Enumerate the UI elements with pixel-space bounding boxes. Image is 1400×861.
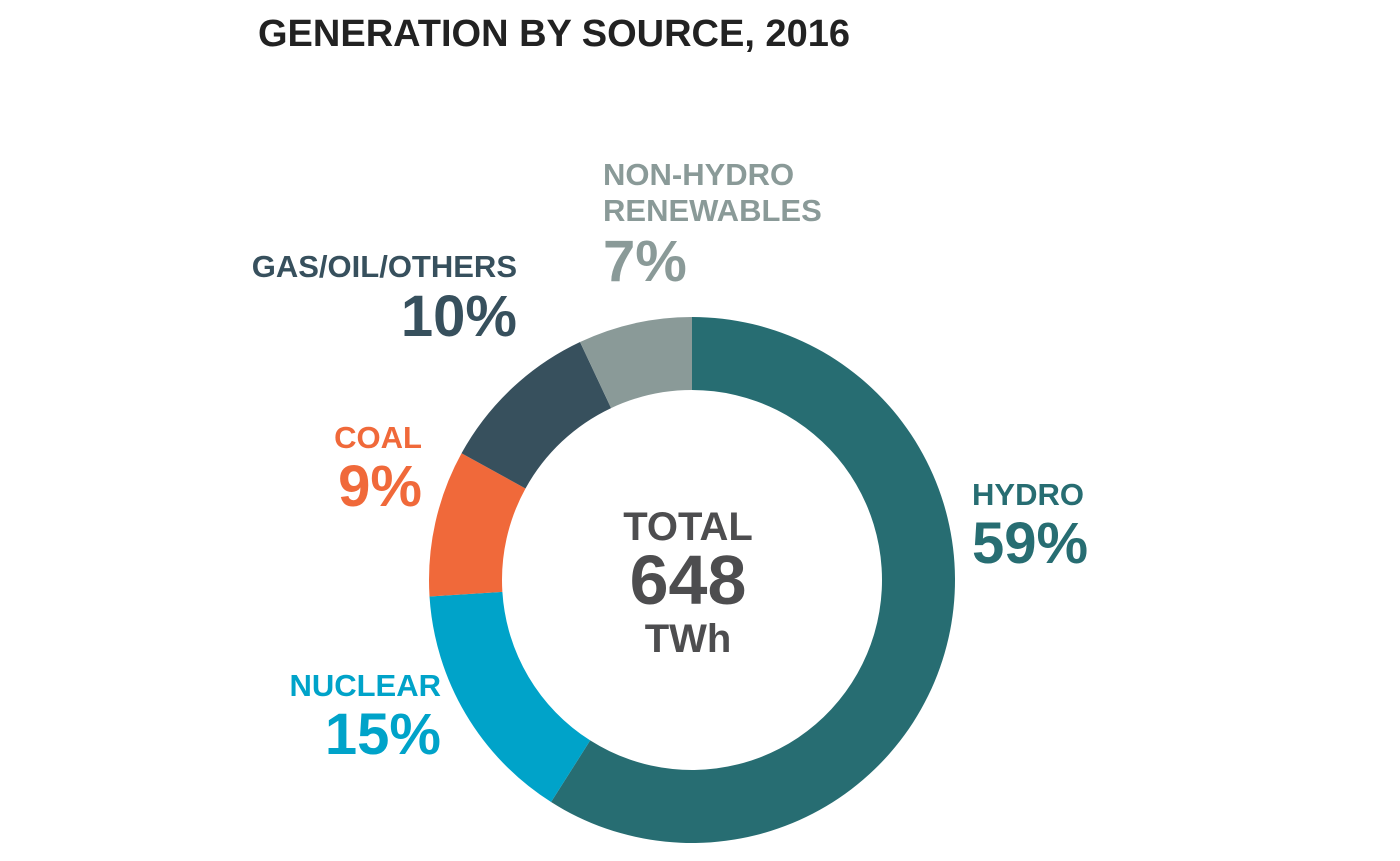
donut-slice-coal [429,453,526,597]
donut-slice-hydro [551,317,956,843]
slice-percent-label: 9% [338,454,422,519]
slice-name-label: RENEWABLES [603,193,822,228]
center-total-value: 648 [630,541,747,619]
slice-name-label: GAS/OIL/OTHERS [252,249,517,284]
donut-slice-non-hydro-renewables [580,317,692,409]
chart-title: GENERATION BY SOURCE, 2016 [258,13,850,55]
slice-name-label: NUCLEAR [289,668,441,703]
center-total-unit: TWh [645,617,732,661]
slice-name-label: HYDRO [972,477,1084,512]
slice-name-label: NON-HYDRO [603,157,794,192]
donut-slice-nuclear [429,591,591,803]
donut-slices [429,317,956,843]
slice-percent-label: 10% [401,284,517,349]
slice-percent-label: 15% [325,702,441,767]
slice-percent-label: 59% [972,511,1088,576]
slice-name-label: COAL [334,420,422,455]
donut-slice-gas-oil-others [461,342,612,489]
center-label: TOTAL 648 TWh [623,505,753,661]
slice-percent-label: 7% [603,229,687,294]
center-total-label: TOTAL [623,505,753,549]
